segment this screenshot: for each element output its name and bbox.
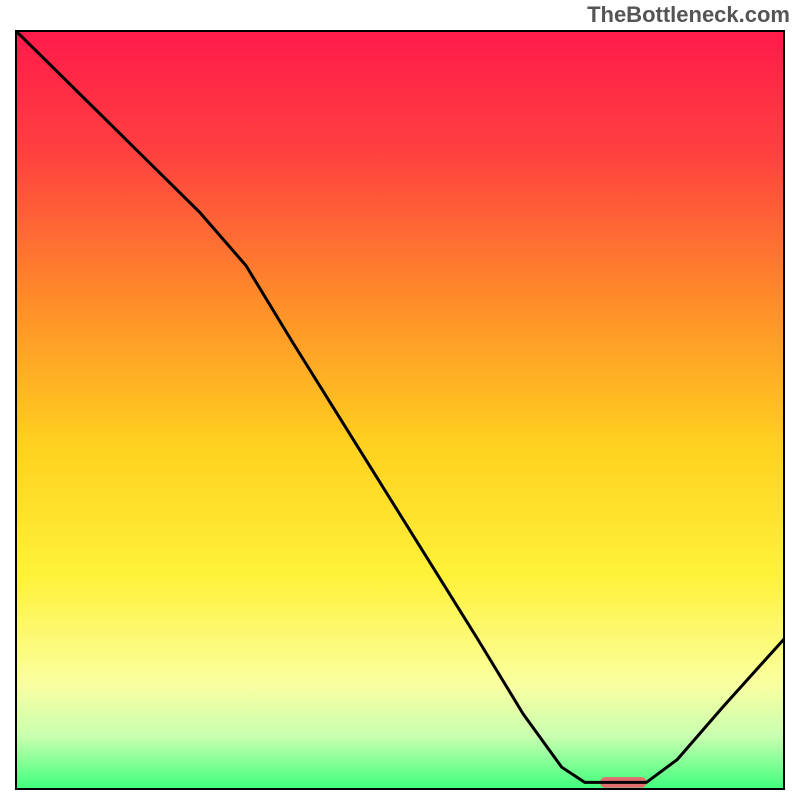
bottleneck-plot: [15, 30, 785, 790]
chart-container: TheBottleneck.com: [0, 0, 800, 800]
attribution-text: TheBottleneck.com: [587, 2, 790, 28]
plot-svg: [15, 30, 785, 790]
